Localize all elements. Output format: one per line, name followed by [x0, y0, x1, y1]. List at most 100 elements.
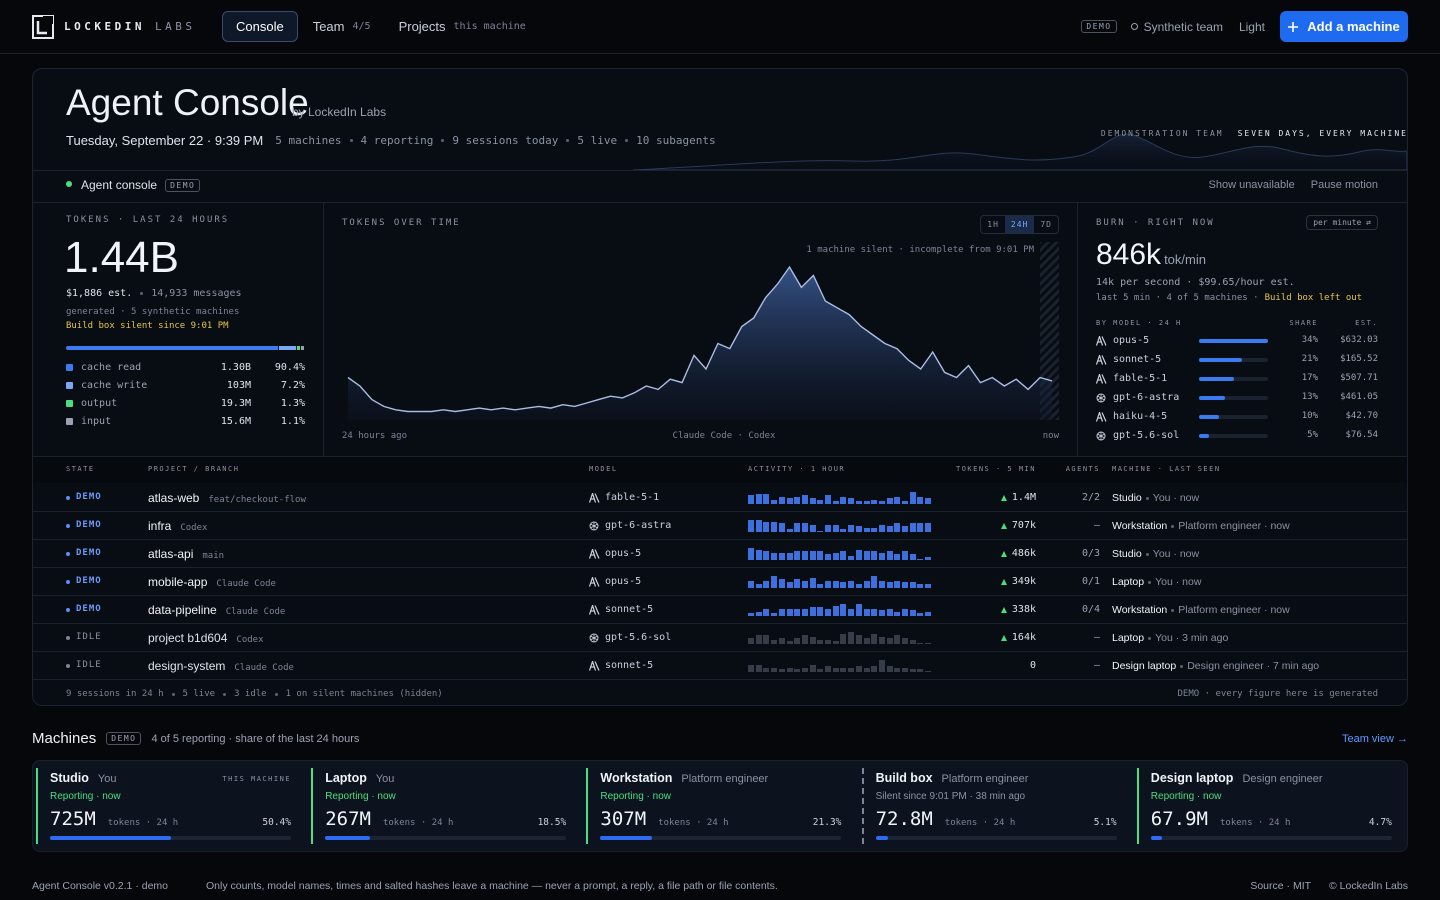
model-name: opus-5	[1113, 335, 1150, 346]
activity-bar	[794, 551, 801, 560]
project[interactable]: data-pipeline Claude Code	[148, 603, 285, 617]
nav-tabs: Console Team 4/5 Projects this machine	[222, 11, 541, 42]
tokens-value: 707k	[1011, 520, 1036, 531]
project[interactable]: atlas-api main	[148, 547, 224, 561]
card-name[interactable]: Laptop You	[325, 771, 394, 785]
range-option[interactable]: 7D	[1040, 220, 1052, 229]
nav-tab[interactable]: Projects this machine	[386, 11, 539, 42]
activity-bar	[748, 664, 754, 672]
activity-bar	[755, 583, 762, 588]
machine-status: Reporting · now	[1150, 791, 1222, 802]
project[interactable]: design-system Claude Code	[148, 659, 294, 673]
unit-select[interactable]: per minute ⇄	[1306, 215, 1378, 230]
activity-bar	[871, 608, 878, 616]
add-machine-button[interactable]: Add a machine	[1280, 11, 1408, 42]
activity-bar	[848, 524, 855, 532]
model-est: $632.03	[1340, 335, 1378, 345]
activity-bar	[855, 583, 862, 588]
card-name[interactable]: Design laptop Design engineer	[1151, 771, 1323, 785]
col-est: EST.	[1355, 319, 1378, 327]
project[interactable]: project b1d604 Codex	[148, 631, 264, 645]
activity-bar	[894, 667, 901, 672]
tokens-value: 164k	[1011, 632, 1036, 643]
activity-bar	[817, 669, 824, 672]
agents: —	[1093, 520, 1100, 531]
range-option[interactable]: 24H	[1004, 216, 1035, 233]
state: DEMO	[76, 520, 102, 530]
legend-value: 1.30B	[220, 362, 251, 373]
activity-bar	[840, 604, 847, 616]
activity-bar	[909, 610, 916, 616]
activity-bar	[925, 557, 932, 560]
console-action[interactable]: Show unavailable	[1208, 179, 1295, 191]
state: IDLE	[76, 632, 102, 642]
activity-bar	[863, 608, 870, 616]
legend-share: 7.2%	[280, 380, 305, 391]
card-name[interactable]: Workstation Platform engineer	[600, 771, 768, 785]
activity-bar	[886, 551, 893, 560]
range-option[interactable]: 1H	[987, 220, 999, 229]
team-view-link[interactable]: Team view →	[1341, 733, 1408, 745]
console-action[interactable]: Pause motion	[1310, 179, 1378, 191]
card-accent	[36, 768, 38, 844]
machine-share: 4.7%	[1368, 817, 1392, 828]
row-tokens: 707k	[1000, 520, 1036, 531]
project-name: atlas-web	[148, 491, 200, 505]
project[interactable]: atlas-web feat/checkout-flow	[148, 491, 306, 505]
activity-bar	[909, 492, 916, 504]
legend-swatch	[66, 418, 73, 425]
activity-bar	[748, 613, 754, 616]
column-heading: PROJECT / BRANCH	[148, 465, 240, 473]
machine-share-bar	[1150, 836, 1163, 840]
project[interactable]: mobile-app Claude Code	[148, 575, 276, 589]
footer-link[interactable]: Source · MIT	[1250, 880, 1312, 892]
theme-toggle[interactable]: Light	[1238, 19, 1265, 34]
model-est: $165.52	[1340, 354, 1378, 364]
project[interactable]: infra Codex	[148, 519, 207, 533]
team-toggle[interactable]: Synthetic team	[1130, 20, 1223, 34]
share-bar	[1199, 358, 1242, 362]
machine-share-track	[1150, 836, 1392, 840]
last-seen: You · now	[1155, 576, 1202, 588]
separator	[625, 138, 629, 142]
machine-name: Studio	[1112, 492, 1142, 504]
machine-owner: Platform engineer	[941, 773, 1029, 785]
machine: Laptop You · 3 min ago	[1112, 632, 1228, 644]
model-share: 21%	[1301, 354, 1318, 364]
machine-owner: Design engineer	[1242, 773, 1323, 785]
activity-bar	[848, 667, 855, 672]
activity-bar	[909, 523, 916, 532]
nav-tab[interactable]: Team 4/5	[300, 11, 384, 42]
footer-link[interactable]: © LockedIn Labs	[1329, 880, 1408, 892]
nav-tab[interactable]: Console	[222, 11, 298, 42]
tokens-unit: tokens · 24 h	[107, 818, 179, 828]
model-est: $42.70	[1345, 411, 1378, 421]
header-tag: DEMONSTRATION TEAM SEVEN DAYS, EVERY MACH…	[1101, 129, 1408, 138]
state-dot	[66, 524, 70, 528]
activity-bar	[809, 551, 816, 560]
activity-bar	[894, 496, 901, 504]
activity-bar	[786, 498, 793, 504]
activity-bar	[763, 493, 770, 504]
card-name[interactable]: Build box Platform engineer	[876, 771, 1029, 785]
separator	[1145, 496, 1149, 500]
column-heading: MACHINE · LAST SEEN	[1112, 465, 1221, 473]
activity-bar	[894, 635, 901, 644]
activity-bar	[878, 580, 885, 588]
burn-line2: last 5 min · 4 of 5 machines · Build box …	[1096, 293, 1362, 303]
branch: main	[202, 551, 225, 561]
separator	[274, 692, 278, 696]
activity-bar	[855, 501, 862, 504]
brand-sub: LABS	[154, 20, 196, 33]
silent-region	[1040, 242, 1059, 420]
card-name[interactable]: Studio You	[50, 771, 116, 785]
activity-bar	[902, 667, 908, 672]
activity-bar	[801, 523, 808, 532]
state-dot	[66, 580, 70, 584]
share-track	[1199, 339, 1268, 343]
activity-bar	[894, 523, 901, 532]
model-name: fable-5-1	[1113, 373, 1168, 384]
activity-bar	[840, 582, 847, 588]
version: Agent Console v0.2.1 · demo	[32, 880, 168, 892]
activity-bar	[794, 523, 801, 532]
